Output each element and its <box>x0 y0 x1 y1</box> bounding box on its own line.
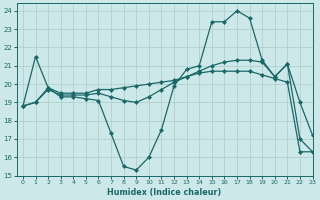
X-axis label: Humidex (Indice chaleur): Humidex (Indice chaleur) <box>108 188 222 197</box>
